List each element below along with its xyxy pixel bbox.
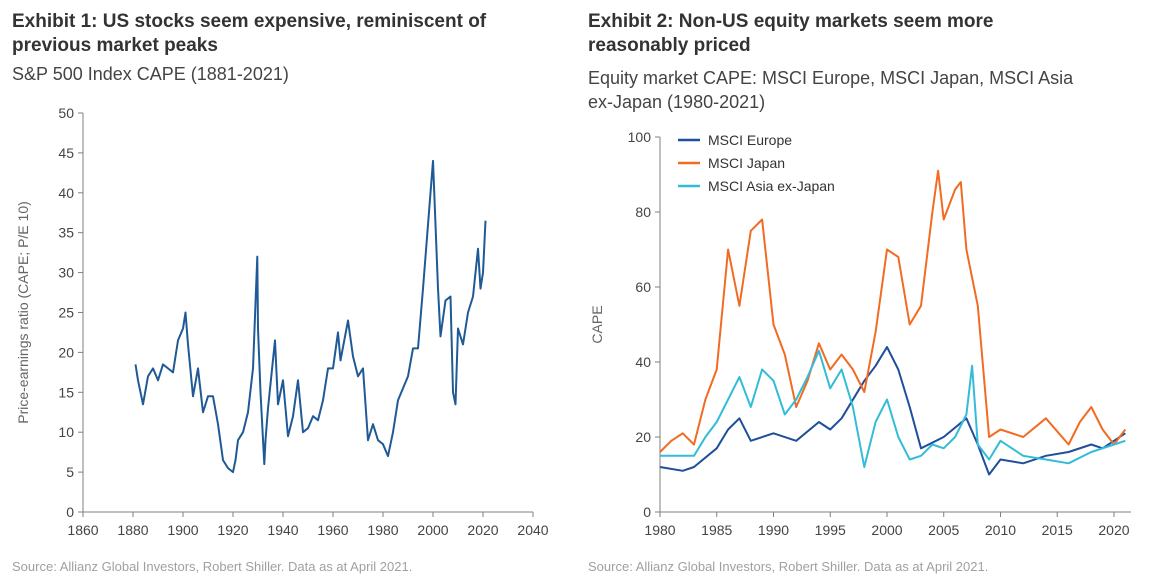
- legend-label: MSCI Asia ex-Japan: [708, 178, 835, 194]
- x-tick-label: 1990: [758, 522, 789, 538]
- exhibit-1-source: Source: Allianz Global Investors, Robert…: [12, 559, 413, 574]
- series-line-msci-asia-ex-japan: [660, 349, 1126, 468]
- x-tick-label: 1980: [644, 522, 675, 538]
- series-line-msci-japan: [659, 169, 1127, 453]
- exhibit-2-panel: Exhibit 2: Non-US equity markets seem mo…: [578, 0, 1153, 581]
- y-tick-label: 40: [58, 185, 74, 201]
- y-tick-label: 5: [66, 464, 74, 480]
- exhibit-1-subtitle: S&P 500 Index CAPE (1881-2021): [12, 64, 289, 84]
- x-tick-label: 1940: [267, 522, 298, 538]
- y-tick-label: 50: [58, 105, 74, 121]
- x-tick-label: 1880: [117, 522, 148, 538]
- y-tick-label: 60: [635, 279, 651, 295]
- series-line-s-p-500-cape: [134, 159, 487, 474]
- y-axis-title: CAPE: [589, 305, 605, 343]
- x-tick-label: 2000: [417, 522, 448, 538]
- y-tick-label: 15: [58, 384, 74, 400]
- x-tick-label: 1980: [367, 522, 398, 538]
- exhibit-2-chart: 0 20 40 60 80 100 1980 1985 1990 1995 2000 2005 2010…: [589, 129, 1131, 538]
- exhibit-1-chart: 0 5 10 15 20 25 30 35 40 45 50 1860 1880 1900 1920 1940…: [15, 105, 549, 538]
- y-tick-label: 20: [58, 344, 74, 360]
- exhibit-1-title: Exhibit 1: US stocks seem expensive, rem…: [12, 11, 487, 56]
- y-axis-title: Price-earnings ratio (CAPE; P/E 10): [15, 201, 31, 424]
- x-tick-label: 2040: [517, 522, 548, 538]
- y-tick-label: 100: [628, 129, 652, 145]
- x-tick-label: 2000: [871, 522, 902, 538]
- y-tick-label: 45: [58, 145, 74, 161]
- exhibit-2-title: Exhibit 2: Non-US equity markets seem mo…: [588, 11, 994, 56]
- x-tick-label: 2020: [467, 522, 498, 538]
- x-tick-label: 2010: [985, 522, 1016, 538]
- legend-label: MSCI Europe: [708, 132, 792, 148]
- x-tick-label: 1985: [701, 522, 732, 538]
- y-tick-label: 0: [66, 504, 74, 520]
- y-tick-label: 30: [58, 265, 74, 281]
- y-tick-label: 20: [635, 429, 651, 445]
- series-line-msci-europe: [659, 346, 1126, 476]
- x-tick-label: 1860: [67, 522, 98, 538]
- y-tick-label: 80: [635, 204, 651, 220]
- y-tick-label: 40: [635, 354, 651, 370]
- x-tick-label: 1960: [317, 522, 348, 538]
- legend-label: MSCI Japan: [708, 155, 785, 171]
- exhibit-2-source: Source: Allianz Global Investors, Robert…: [588, 559, 989, 574]
- y-tick-label: 10: [58, 424, 74, 440]
- y-tick-label: 25: [58, 305, 74, 321]
- x-tick-label: 1995: [815, 522, 846, 538]
- exhibit-1-panel: Exhibit 1: US stocks seem expensive, rem…: [0, 0, 570, 581]
- y-tick-label: 35: [58, 225, 74, 241]
- x-tick-label: 2020: [1098, 522, 1129, 538]
- x-tick-label: 2015: [1042, 522, 1073, 538]
- x-tick-label: 1920: [217, 522, 248, 538]
- exhibit-2-subtitle: Equity market CAPE: MSCI Europe, MSCI Ja…: [588, 68, 1074, 112]
- x-tick-label: 2005: [928, 522, 959, 538]
- y-tick-label: 0: [643, 504, 651, 520]
- x-tick-label: 1900: [167, 522, 198, 538]
